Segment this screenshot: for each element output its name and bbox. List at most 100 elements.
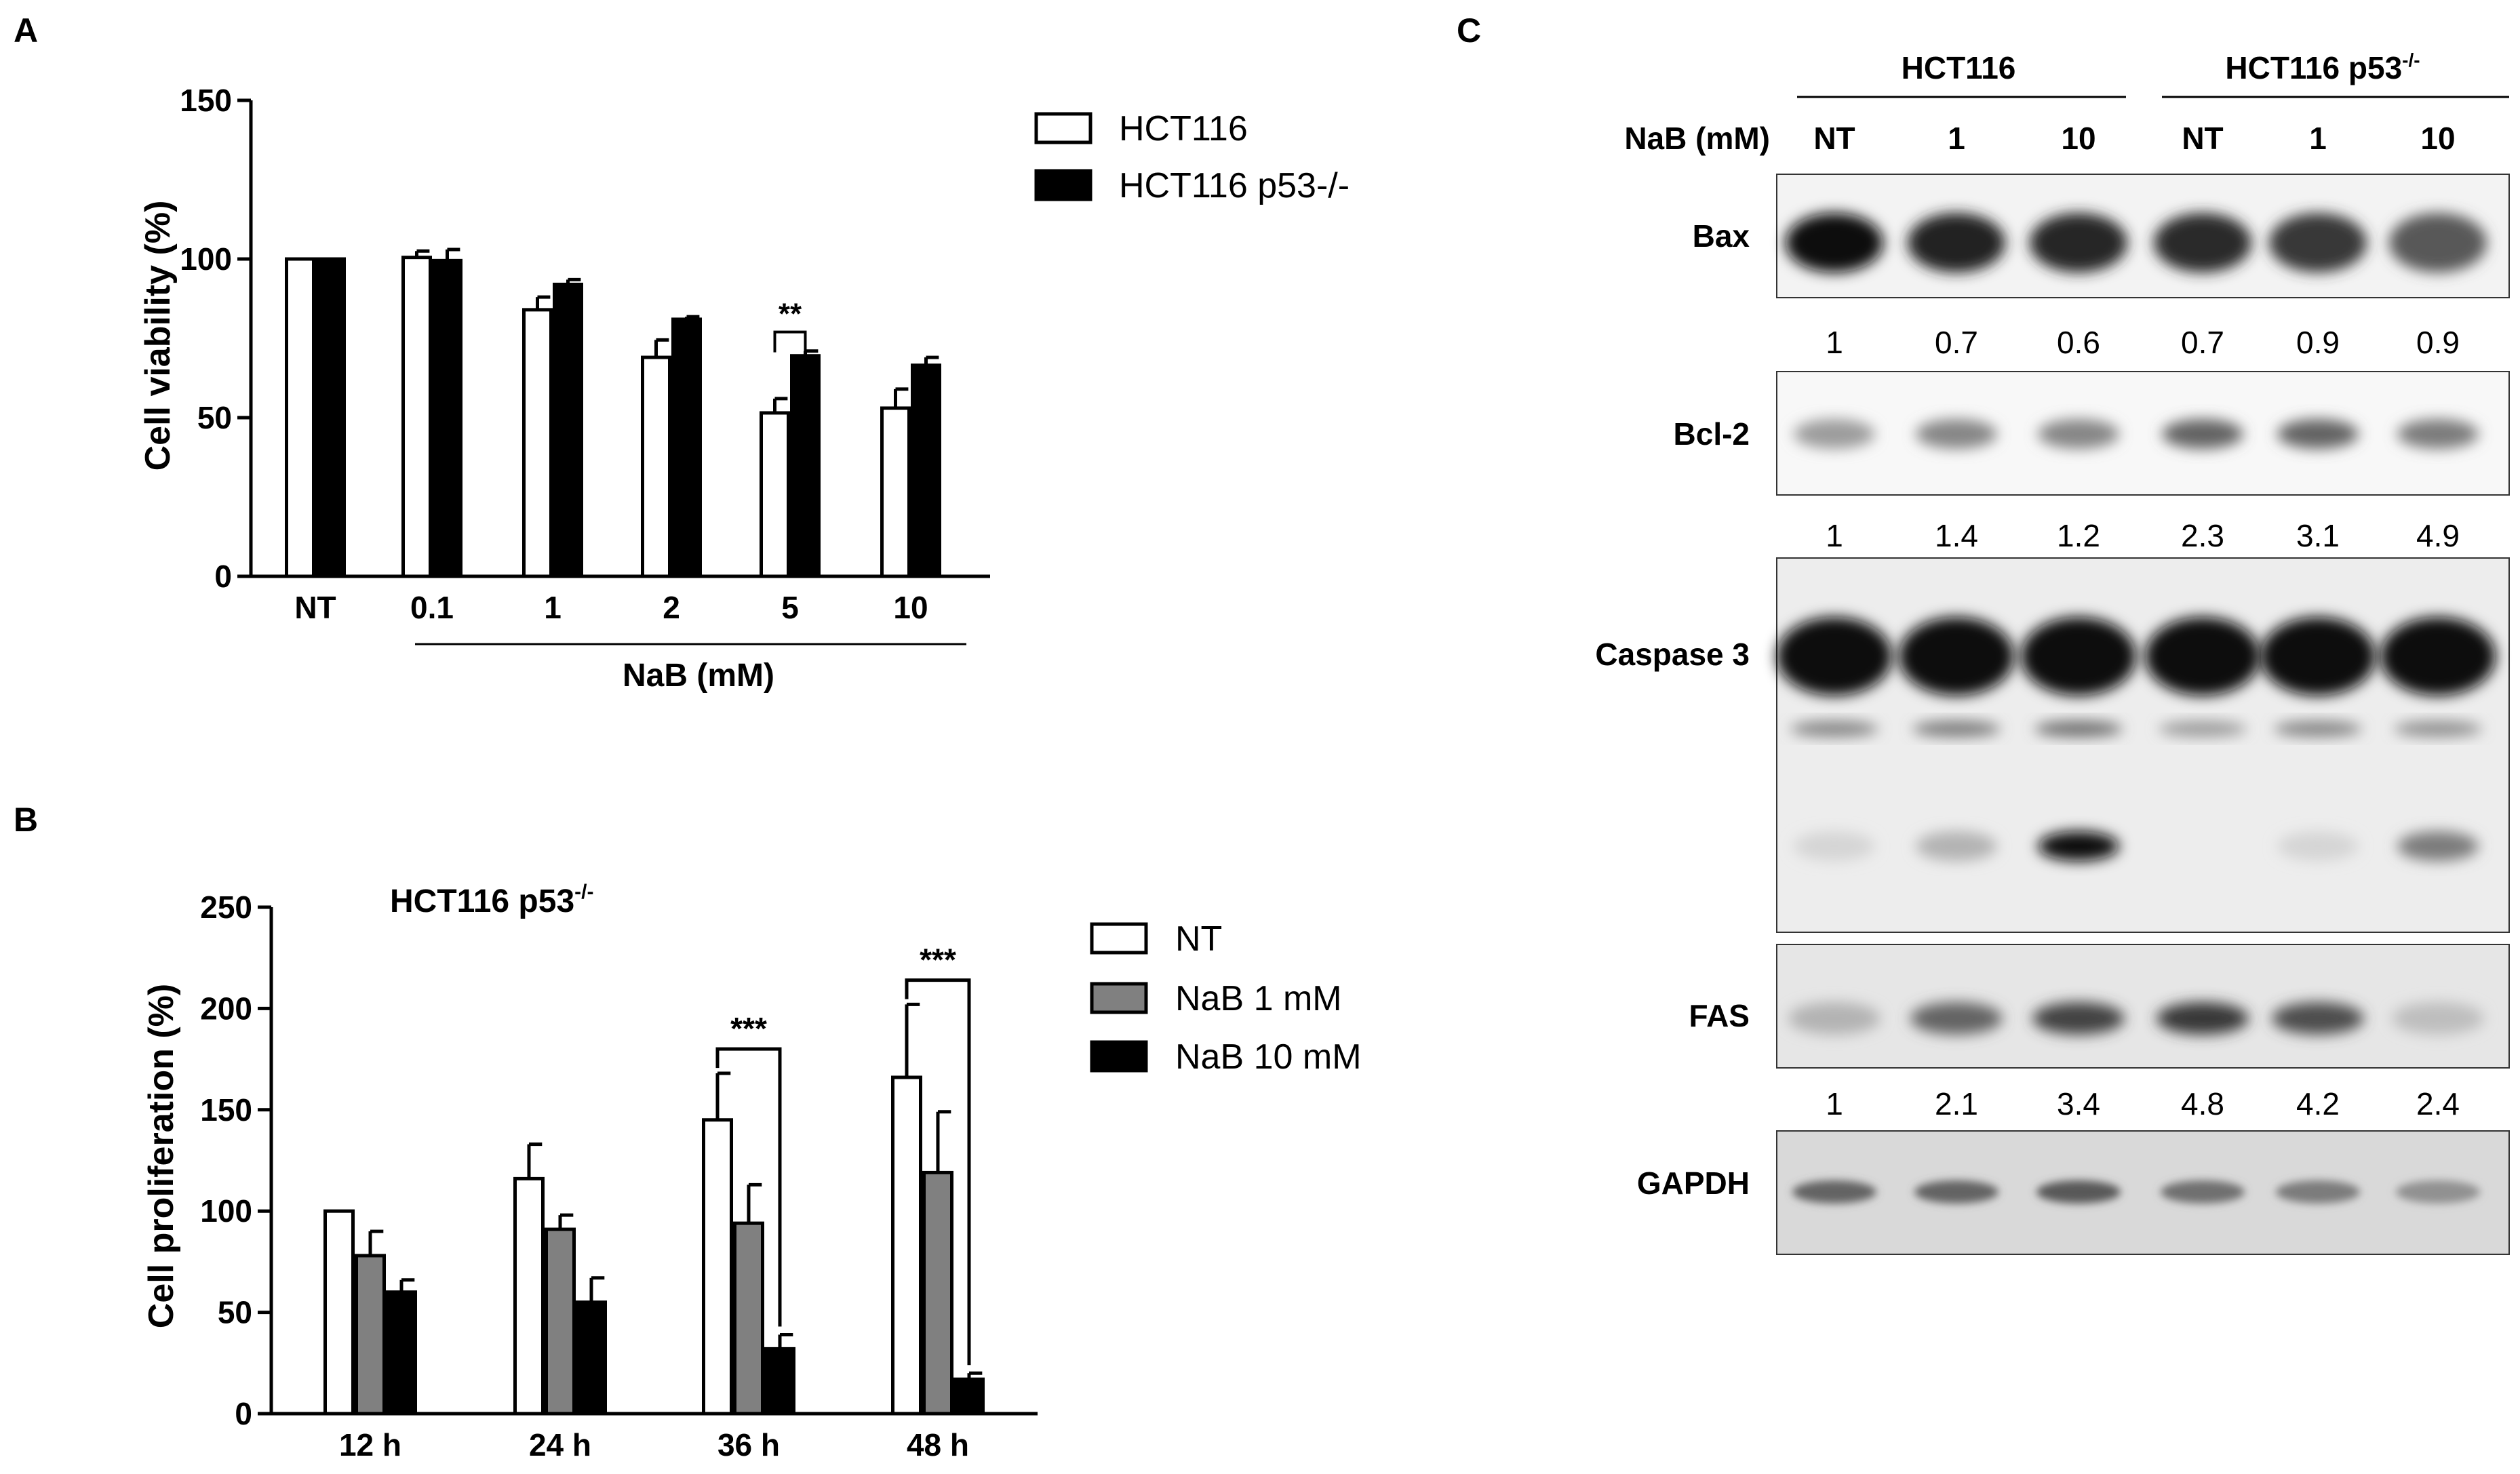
blot-band-bax-lane-5 — [2269, 213, 2367, 273]
chart-b-bar-nab-1-mm-36-h — [733, 1221, 764, 1416]
chart-b-bar-nab-1-mm-48-h — [922, 1170, 953, 1416]
chart-a-category-1: 1 — [544, 590, 562, 625]
chart-a-bar-hct116-p53-5 — [790, 354, 821, 578]
blot-band-gapdh-lane-1 — [1792, 1180, 1876, 1203]
chart-b-bar-nab-10-mm-36-h — [764, 1347, 795, 1416]
blot-band-caspase-3-lane-6 — [2380, 617, 2496, 696]
blot-band-bax-lane-6 — [2389, 213, 2487, 273]
legend-label-nab-1mm: NaB 1 mM — [1175, 979, 1342, 1018]
blot-quant-bcl-2-4: 2.3 — [2181, 518, 2224, 553]
blot-band-bcl-2-lane-1 — [1794, 419, 1875, 449]
chart-a-bar-hct116-2 — [641, 355, 671, 578]
blot-label-fas: FAS — [1689, 998, 1750, 1033]
blot-band-fas-lane-6 — [2392, 1002, 2484, 1035]
chart-b-ylabel: Cell proliferation (%) — [142, 984, 181, 1328]
blot-band-gapdh-lane-5 — [2276, 1180, 2360, 1203]
chart-a: Cell viability (%) NaB (mM) HCT116 HCT11… — [138, 83, 1350, 694]
blot-group-hct116: HCT116 — [1902, 50, 2016, 85]
legend-label-nab-10mm: NaB 10 mM — [1175, 1037, 1362, 1077]
blot-group-p53-sup: -/- — [2402, 49, 2420, 71]
chart-b-bar-nt-12-h — [323, 1209, 355, 1416]
chart-a-category-2: 2 — [663, 590, 680, 625]
chart-a-ytick-label: 50 — [197, 400, 232, 435]
chart-b-significance-label: *** — [730, 1011, 767, 1046]
blot-quant-bax-1: 1 — [1826, 325, 1843, 360]
chart-b-bar-nab-10-mm-24-h — [576, 1300, 607, 1416]
blot-lane-5: 1 — [2309, 121, 2327, 156]
chart-a-bar-hct116-10 — [880, 406, 911, 578]
legend-swatch-nt — [1090, 922, 1148, 955]
blot-lane-1: NT — [1813, 121, 1855, 156]
blot-quant-bcl-2-2: 1.4 — [1935, 518, 1978, 553]
blot-band-gapdh-lane-6 — [2396, 1180, 2480, 1203]
chart-a-bar-hct116-p53-1 — [553, 282, 583, 578]
blot-panel-fas — [1776, 944, 2510, 1069]
blot-band-caspase-3-lane-4 — [2145, 617, 2260, 696]
chart-b-category-36-h: 36 h — [717, 1427, 780, 1462]
chart-b-bar-nab-1-mm-12-h — [355, 1254, 386, 1416]
legend-swatch-nab-1mm — [1090, 982, 1148, 1014]
chart-b-ytick-label: 250 — [200, 890, 252, 925]
blot-band-bcl-2-lane-6 — [2397, 419, 2479, 449]
blot-band-fas-lane-5 — [2272, 1002, 2364, 1035]
blot-band-caspase-3-lane-2 — [1912, 721, 2001, 737]
blot-band-gapdh-lane-2 — [1914, 1180, 1999, 1203]
chart-a-bar-hct116-p53-2 — [671, 317, 702, 578]
blot-band-gapdh-lane-4 — [2161, 1180, 2245, 1203]
chart-a-bar-hct116-p53-0-1 — [432, 258, 462, 578]
legend-label-hct116-p53: HCT116 p53-/- — [1119, 166, 1350, 205]
blot-label-bax: Bax — [1693, 218, 1750, 254]
blot-band-caspase-3-lane-5 — [2274, 721, 2362, 737]
chart-a-ytick-label: 150 — [180, 83, 232, 118]
blot-lane-3: 10 — [2061, 121, 2095, 156]
blot-band-caspase-3-lane-3 — [2021, 617, 2136, 696]
chart-a-ytick-label: 100 — [180, 241, 232, 277]
chart-a-category-10: 10 — [893, 590, 928, 625]
blot-panel-bax — [1776, 174, 2510, 298]
blot-row-bcl-2: Bcl-2 1 1.4 1.2 2.3 3.1 4.9 — [1674, 371, 2510, 553]
blot-label-bcl-2: Bcl-2 — [1674, 416, 1750, 452]
chart-a-significance-label: ** — [779, 298, 802, 331]
chart-a-significance-bracket — [773, 330, 807, 353]
chart-b-ytick-label: 150 — [200, 1092, 252, 1128]
chart-a-ytick-label: 0 — [214, 559, 232, 594]
chart-b-bar-nab-10-mm-12-h — [386, 1290, 417, 1416]
blot-quant-bcl-2-1: 1 — [1826, 518, 1843, 553]
blot-quant-fas-3: 3.4 — [2057, 1086, 2100, 1121]
blot-band-caspase-3-lane-6 — [2397, 831, 2479, 861]
blot-band-fas-lane-2 — [1910, 1002, 2003, 1035]
blot-quant-bax-3: 0.6 — [2057, 325, 2100, 360]
chart-b-significance-label: *** — [920, 942, 956, 978]
blot-band-caspase-3-lane-3 — [2034, 721, 2123, 737]
chart-b: Cell proliferation (%) HCT116 p53-/- NT … — [142, 881, 1362, 1462]
chart-a-category-nt: NT — [294, 590, 336, 625]
blot-band-fas-lane-1 — [1788, 1002, 1881, 1035]
chart-b-category-12-h: 12 h — [339, 1427, 401, 1462]
blot-band-caspase-3-lane-2 — [1899, 617, 2014, 696]
chart-b-ytick-label: 200 — [200, 991, 252, 1026]
blot-band-caspase-3-lane-1 — [1777, 617, 1892, 696]
blot-band-bcl-2-lane-3 — [2038, 419, 2119, 449]
blot-band-caspase-3-lane-1 — [1790, 721, 1878, 737]
blot-quant-fas-2: 2.1 — [1935, 1086, 1978, 1121]
chart-a-bar-hct116-nt — [285, 257, 315, 578]
blot-group-p53-main: HCT116 p53 — [2225, 50, 2402, 85]
blot-band-bcl-2-lane-4 — [2162, 419, 2243, 449]
blot-band-bax-lane-1 — [1786, 213, 1883, 273]
blot-band-caspase-3-lane-3 — [2038, 831, 2119, 861]
chart-b-significance-bracket — [905, 978, 971, 1366]
blot-quant-bcl-2-5: 3.1 — [2296, 518, 2340, 553]
legend-swatch-nab-10mm — [1090, 1040, 1148, 1073]
chart-a-bar-hct116-1 — [522, 308, 553, 578]
chart-b-ytick-label: 100 — [200, 1193, 252, 1229]
blot-panel-gapdh — [1776, 1130, 2510, 1255]
blot-group-p53: HCT116 p53-/- — [2225, 49, 2420, 85]
blot-lane-2: 1 — [1948, 121, 1965, 156]
chart-a-bar-hct116-0-1 — [401, 256, 432, 578]
panel-label-c: C — [1457, 12, 1481, 49]
blot-label-gapdh: GAPDH — [1637, 1166, 1750, 1201]
blot-band-bax-lane-4 — [2154, 213, 2251, 273]
chart-b-title-main: HCT116 p53 — [390, 883, 574, 919]
blot-quant-fas-4: 4.8 — [2181, 1086, 2224, 1121]
blot-band-caspase-3-lane-6 — [2394, 721, 2482, 737]
